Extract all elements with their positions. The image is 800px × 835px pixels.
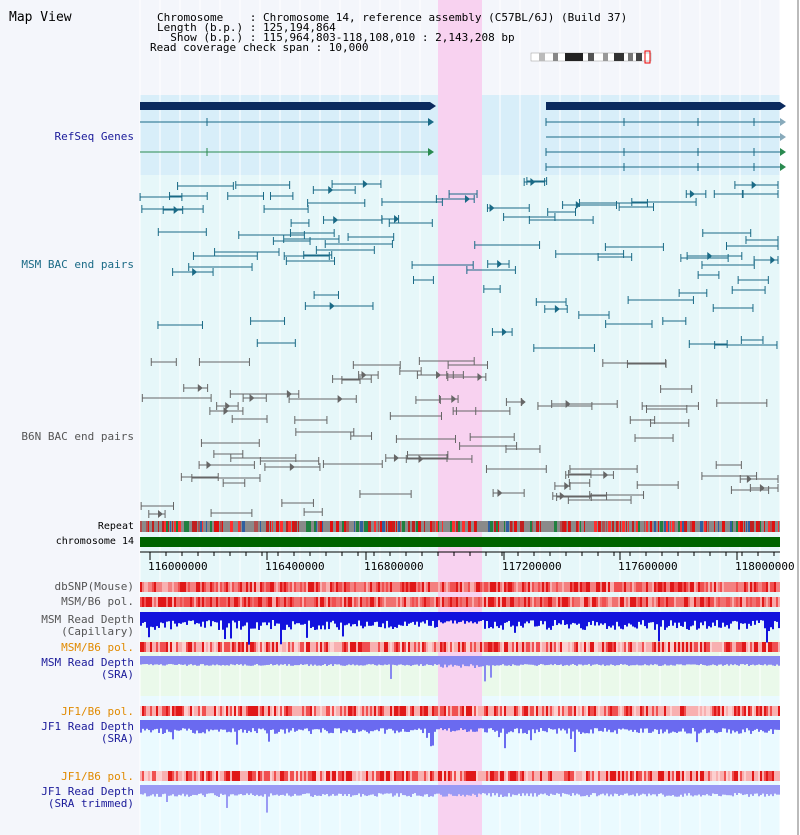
read-depth-tracks[interactable] xyxy=(140,612,780,813)
track-label-jf1-b6-pol-trimmed[interactable]: JF1/B6 pol. xyxy=(61,770,134,783)
track-label-jf1-read-depth-trimmed[interactable]: JF1 Read Depth (SRA trimmed) xyxy=(41,786,134,810)
polymorphism-tracks[interactable] xyxy=(140,582,780,781)
track-label-msm-read-depth-capillary[interactable]: MSM Read Depth (Capillary) xyxy=(41,614,134,638)
axis-tick-label: 118000000 xyxy=(735,560,795,573)
axis-tick-label: 116400000 xyxy=(265,560,325,573)
axis-tick-label: 117600000 xyxy=(618,560,678,573)
track-label-line: (SRA) xyxy=(100,732,134,745)
axis-tick-label: 116800000 xyxy=(364,560,424,573)
show-range-info: Show (b.p.) : 115,964,803-118,108,010 : … xyxy=(157,31,515,44)
b6n-bac-end-pairs-track[interactable] xyxy=(140,357,779,518)
refseq-gene-track[interactable] xyxy=(140,102,786,171)
chromosome-bar[interactable] xyxy=(140,537,780,547)
length-info: Length (b.p.) : 125,194,864 xyxy=(157,21,336,34)
track-label-line: MSM Read Depth xyxy=(41,613,134,626)
axis-tick-label: 117200000 xyxy=(502,560,562,573)
track-label-msm-b6-pol-sra[interactable]: MSM/B6 pol. xyxy=(61,641,134,654)
coordinate-axis: 116000000 116400000 116800000 117200000 1176… xyxy=(140,551,795,573)
track-label-b6n-bac-end-pairs[interactable]: B6N BAC end pairs xyxy=(21,430,134,443)
track-label-msm-read-depth-sra[interactable]: MSM Read Depth (SRA) xyxy=(41,657,134,681)
chromosome-ideogram[interactable] xyxy=(530,50,652,64)
track-label-line: JF1 Read Depth xyxy=(41,785,134,798)
track-label-line: MSM Read Depth xyxy=(41,656,134,669)
track-label-line: (SRA trimmed) xyxy=(47,797,134,810)
track-label-dbsnp[interactable]: dbSNP(Mouse) xyxy=(54,580,134,593)
axis-tick-label: 116000000 xyxy=(148,560,208,573)
selected-region-highlight[interactable] xyxy=(438,0,482,835)
msm-bac-end-pairs-track[interactable] xyxy=(139,177,779,352)
track-label-line: JF1 Read Depth xyxy=(41,720,134,733)
track-label-msm-b6-pol-capillary[interactable]: MSM/B6 pol. xyxy=(61,595,134,608)
coverage-span-info: Read coverage check span : 10,000 xyxy=(150,41,369,54)
chromosome-info: Chromosome : Chromosome 14, reference as… xyxy=(157,11,628,24)
track-label-chromosome[interactable]: chromosome 14 xyxy=(55,536,134,547)
track-label-jf1-read-depth-sra[interactable]: JF1 Read Depth (SRA) xyxy=(41,721,134,745)
track-label-jf1-b6-pol-sra[interactable]: JF1/B6 pol. xyxy=(61,705,134,718)
page-title: Map View xyxy=(9,10,72,25)
repeat-track[interactable] xyxy=(140,521,780,532)
track-label-repeat[interactable]: Repeat xyxy=(97,521,134,532)
track-label-msm-bac-end-pairs[interactable]: MSM BAC end pairs xyxy=(21,258,134,271)
track-label-line: (SRA) xyxy=(100,668,134,681)
track-label-refseq-genes[interactable]: RefSeq Genes xyxy=(54,130,134,143)
track-label-line: (Capillary) xyxy=(61,625,134,638)
